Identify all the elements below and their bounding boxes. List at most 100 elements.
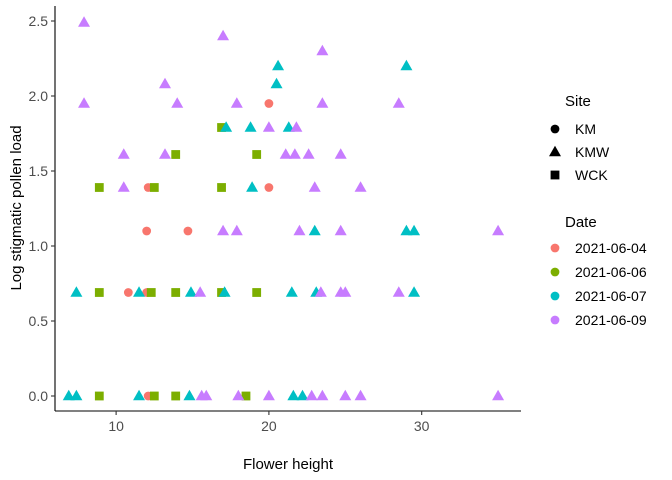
data-point xyxy=(146,288,156,297)
x-axis-title: Flower height xyxy=(243,456,334,473)
date-legend-label: 2021-06-06 xyxy=(575,264,647,280)
data-point xyxy=(220,121,233,132)
data-point xyxy=(159,77,172,89)
data-point xyxy=(290,121,303,132)
data-point xyxy=(217,123,226,132)
data-point xyxy=(183,389,196,401)
data-point xyxy=(492,224,505,236)
data-point xyxy=(244,121,257,132)
legend-key-2021-06-04 xyxy=(550,243,560,253)
legend-key-2021-06-07 xyxy=(550,291,560,301)
data-point xyxy=(408,286,421,297)
site-legend-label: WCK xyxy=(575,167,608,183)
data-point xyxy=(400,224,413,236)
data-point xyxy=(133,286,146,297)
data-point xyxy=(279,148,292,159)
x-tick-label: 20 xyxy=(261,418,277,434)
data-point xyxy=(392,286,405,297)
legend-key-2021-06-09 xyxy=(550,315,560,325)
data-point xyxy=(117,148,130,159)
data-point xyxy=(142,226,152,236)
date-legend-label: 2021-06-09 xyxy=(575,312,647,328)
data-point xyxy=(264,99,274,108)
data-point xyxy=(262,389,275,401)
data-point xyxy=(94,183,104,192)
data-point xyxy=(339,286,352,297)
data-point xyxy=(217,29,230,41)
data-point xyxy=(70,286,83,297)
data-point xyxy=(246,181,259,192)
date-legend-label: 2021-06-04 xyxy=(575,240,647,256)
data-point xyxy=(334,148,347,159)
data-point xyxy=(302,148,315,159)
data-point xyxy=(230,97,243,108)
data-point xyxy=(392,97,405,108)
legend-key-kmw xyxy=(549,145,561,157)
data-point xyxy=(287,389,300,401)
data-point xyxy=(171,150,181,159)
site-legend-title: Site xyxy=(565,93,591,110)
data-point xyxy=(94,288,104,297)
data-point xyxy=(288,148,301,159)
data-point xyxy=(293,224,306,236)
data-point xyxy=(183,226,193,236)
site-legend-label: KMW xyxy=(575,144,610,160)
plot-area: 10 20 30 0.0 0.5 1.0 1.5 2.0 2.5 xyxy=(29,6,521,434)
data-point xyxy=(285,286,298,297)
data-point xyxy=(354,389,367,401)
data-point xyxy=(262,121,275,132)
data-point xyxy=(308,224,321,236)
data-points xyxy=(62,16,505,401)
data-point xyxy=(241,391,251,401)
data-point xyxy=(296,389,309,401)
data-point xyxy=(149,391,159,401)
date-legend-title: Date xyxy=(565,214,597,231)
x-ticks: 10 20 30 xyxy=(108,411,430,434)
x-tick-label: 30 xyxy=(414,418,430,434)
date-legend-label: 2021-06-07 xyxy=(575,288,647,304)
data-point xyxy=(171,391,181,401)
data-point xyxy=(316,389,329,401)
data-point xyxy=(308,181,321,192)
data-point xyxy=(339,389,352,401)
data-point xyxy=(133,389,146,401)
data-point xyxy=(123,288,133,297)
data-point xyxy=(316,44,329,56)
data-point xyxy=(218,286,231,297)
data-point xyxy=(316,97,329,108)
data-point xyxy=(408,224,421,236)
y-tick-label: 0.5 xyxy=(29,313,49,329)
data-point xyxy=(230,224,243,236)
data-point xyxy=(149,183,159,192)
data-point xyxy=(314,286,327,297)
data-point xyxy=(400,59,413,71)
data-point xyxy=(78,97,91,108)
data-point xyxy=(194,286,207,297)
data-point xyxy=(217,183,226,192)
data-point xyxy=(264,183,274,192)
data-point xyxy=(272,59,285,71)
data-point xyxy=(252,288,262,297)
y-tick-label: 1.5 xyxy=(29,163,49,179)
y-tick-label: 0.0 xyxy=(29,388,49,404)
data-point xyxy=(200,389,213,401)
date-legend: Date 2021-06-04 2021-06-06 2021-06-07 2021-… xyxy=(550,214,647,328)
data-point xyxy=(159,148,172,159)
data-point xyxy=(334,224,347,236)
data-point xyxy=(171,97,184,108)
y-ticks: 0.0 0.5 1.0 1.5 2.0 2.5 xyxy=(29,13,55,404)
y-tick-label: 2.5 xyxy=(29,13,49,29)
legend-key-wck xyxy=(550,170,560,180)
data-point xyxy=(70,389,83,401)
data-point xyxy=(252,150,262,159)
data-point xyxy=(117,181,130,192)
site-legend: Site KM KMW WCK xyxy=(549,93,610,183)
y-axis-title: Log stigmatic pollen load xyxy=(8,125,25,290)
legend-key-km xyxy=(550,124,560,134)
y-tick-label: 1.0 xyxy=(29,238,49,254)
data-point xyxy=(282,121,295,132)
data-point xyxy=(305,389,318,401)
x-tick-label: 10 xyxy=(108,418,124,434)
data-point xyxy=(354,181,367,192)
